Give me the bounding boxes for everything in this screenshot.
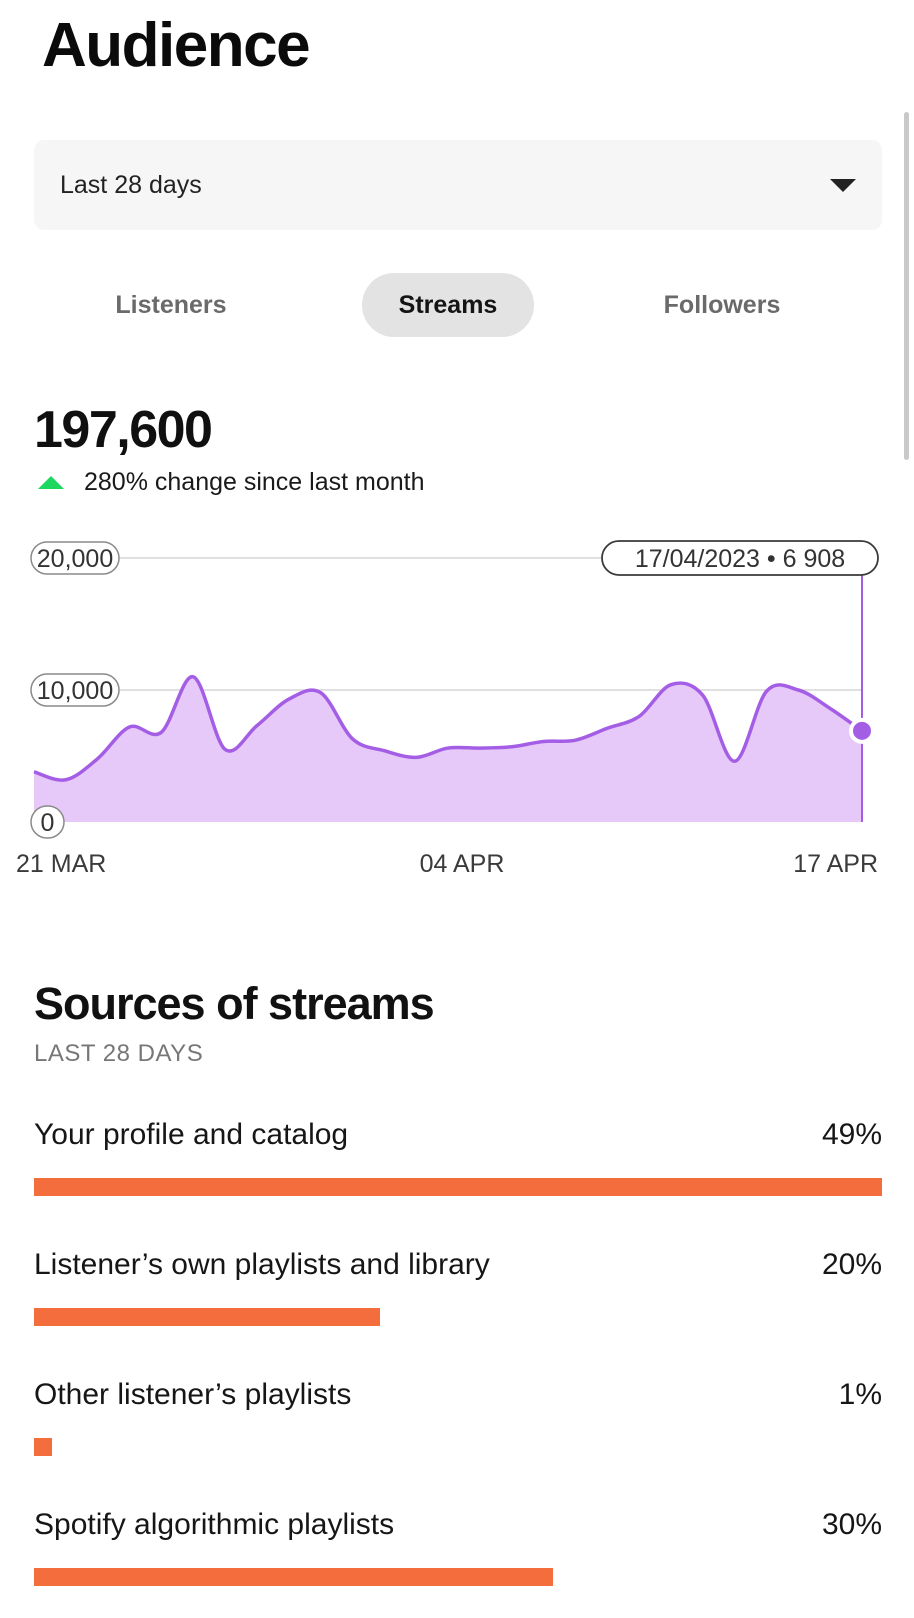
- streams-chart[interactable]: 20,000 10,000 0 17/04/2023 • 6 908 21 MAR 0…: [0, 530, 914, 910]
- source-percent: 1%: [838, 1378, 882, 1411]
- source-percent: 20%: [821, 1248, 882, 1281]
- source-percent: 49%: [821, 1118, 882, 1151]
- hover-point[interactable]: [849, 717, 875, 744]
- source-row: Spotify algorithmic playlists 30%: [34, 1508, 882, 1618]
- sources-subtitle: LAST 28 DAYS: [34, 1040, 204, 1067]
- y-tick-label: 0: [41, 809, 55, 837]
- tooltip-box: [601, 540, 879, 576]
- x-tick-label: 04 APR: [420, 850, 505, 878]
- y-tick-label: 20,000: [37, 545, 113, 573]
- change-indicator: 280% change since last month: [38, 468, 425, 497]
- y-tick-pill: [30, 673, 120, 707]
- y-tick-label: 10,000: [37, 677, 113, 705]
- source-label: Spotify algorithmic playlists: [34, 1508, 395, 1541]
- source-bar: [34, 1308, 381, 1326]
- source-bar: [34, 1178, 882, 1196]
- streams-line: [33, 675, 864, 782]
- y-tick-pill: [30, 805, 65, 839]
- source-percent: 30%: [821, 1508, 882, 1541]
- sources-title: Sources of streams: [34, 978, 435, 1029]
- source-label: Your profile and catalog: [34, 1118, 349, 1151]
- scrollbar[interactable]: [904, 112, 909, 460]
- metric-tabs: Listeners Streams Followers: [34, 273, 882, 339]
- x-tick-label: 17 APR: [793, 850, 878, 878]
- tab-streams[interactable]: Streams: [362, 273, 534, 337]
- source-bar: [34, 1568, 554, 1586]
- date-range-select[interactable]: Last 28 days: [34, 140, 882, 230]
- source-row: Your profile and catalog 49%: [34, 1118, 882, 1228]
- total-streams: 197,600: [34, 401, 213, 459]
- chevron-down-icon: [830, 178, 856, 192]
- y-tick-pill: [30, 541, 120, 575]
- tab-listeners[interactable]: Listeners: [115, 291, 227, 319]
- source-label: Listener’s own playlists and library: [34, 1248, 490, 1281]
- hover-tooltip: 17/04/2023 • 6 908: [601, 540, 879, 576]
- change-text: 280% change since last month: [84, 468, 425, 496]
- source-bar: [34, 1438, 52, 1456]
- x-tick-label: 21 MAR: [16, 850, 106, 878]
- date-range-value: Last 28 days: [60, 170, 202, 199]
- source-row: Listener’s own playlists and library 20%: [34, 1248, 882, 1358]
- source-label: Other listener’s playlists: [34, 1378, 352, 1411]
- triangle-up-icon: [38, 476, 64, 489]
- tooltip-text: 17/04/2023 • 6 908: [635, 545, 845, 573]
- page-title: Audience: [42, 11, 311, 80]
- source-row: Other listener’s playlists 1%: [34, 1378, 882, 1488]
- tab-followers[interactable]: Followers: [663, 291, 781, 319]
